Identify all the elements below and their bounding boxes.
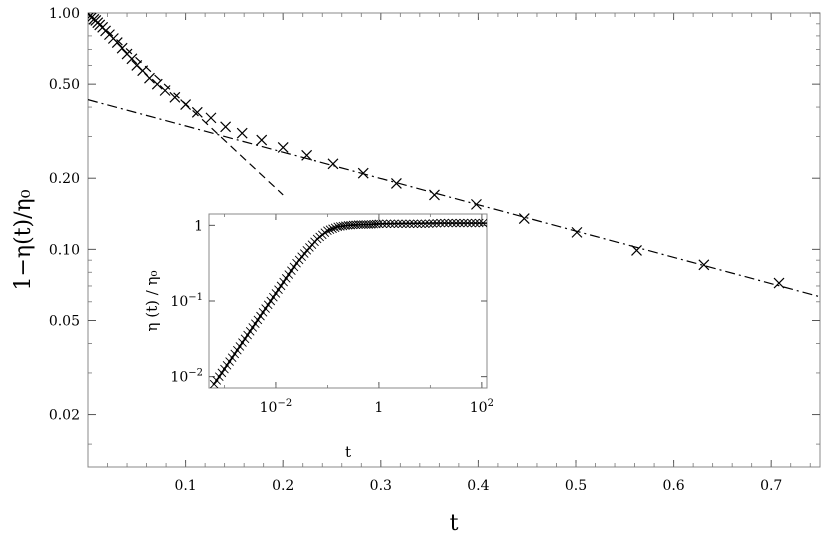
fit-line-dashdot bbox=[88, 99, 820, 298]
y-tick-label: 0.02 bbox=[49, 408, 80, 424]
inset-y-tick-label: 1 bbox=[194, 218, 203, 234]
inset-plot: 10−2 1 102 1 10−1 10−2 t η (t) / η₀ bbox=[143, 213, 494, 461]
data-point bbox=[236, 127, 248, 139]
inset-y-tick-label: 10−1 bbox=[170, 292, 203, 310]
inset-x-tick-label: 102 bbox=[470, 398, 494, 416]
data-point bbox=[220, 121, 232, 133]
y-tick-label: 0.50 bbox=[49, 77, 80, 93]
data-point bbox=[277, 141, 289, 153]
data-point bbox=[518, 213, 530, 224]
x-tick-label: 0.6 bbox=[662, 478, 684, 494]
data-point bbox=[698, 259, 710, 271]
data-point bbox=[151, 78, 163, 90]
inset-x-tick-label: 1 bbox=[374, 400, 383, 416]
data-point bbox=[169, 91, 181, 103]
data-point bbox=[126, 53, 138, 65]
data-point bbox=[144, 72, 155, 84]
x-tick-label: 0.4 bbox=[467, 478, 489, 494]
data-point bbox=[191, 106, 203, 118]
main-plot: 0.1 0.2 0.3 0.4 0.5 0.6 0.7 1.00 0.50 0.20 0.10 0.0… bbox=[11, 6, 821, 536]
data-point bbox=[327, 158, 339, 170]
fit-line-dashed bbox=[88, 13, 284, 196]
y-tick-label: 0.10 bbox=[49, 242, 80, 258]
inset-y-axis-label: η (t) / η₀ bbox=[143, 270, 161, 331]
x-tick-label: 0.5 bbox=[565, 478, 587, 494]
data-point bbox=[116, 42, 128, 54]
data-point bbox=[205, 112, 217, 124]
x-tick-label: 0.1 bbox=[174, 478, 196, 494]
data-point bbox=[301, 149, 313, 161]
y-tick-label: 0.20 bbox=[49, 171, 80, 187]
inset-fit-line bbox=[213, 222, 487, 385]
inset-x-axis-label: t bbox=[345, 443, 351, 461]
data-point bbox=[256, 134, 268, 146]
data-point bbox=[571, 226, 583, 238]
data-point bbox=[773, 277, 785, 289]
y-tick-label: 0.05 bbox=[49, 314, 80, 330]
inset-y-tick-label: 10−2 bbox=[170, 368, 203, 386]
y-tick-label: 1.00 bbox=[49, 6, 80, 22]
inset-frame bbox=[208, 213, 488, 389]
x-axis-label: t bbox=[450, 511, 459, 536]
main-frame bbox=[87, 12, 821, 468]
x-tick-label: 0.7 bbox=[760, 478, 782, 494]
y-axis-label: 1−η(t)/η₀ bbox=[11, 189, 36, 290]
inset-x-tick-label: 10−2 bbox=[260, 398, 293, 416]
x-tick-label: 0.3 bbox=[370, 478, 392, 494]
data-point bbox=[390, 178, 402, 189]
x-tick-label: 0.2 bbox=[272, 478, 294, 494]
